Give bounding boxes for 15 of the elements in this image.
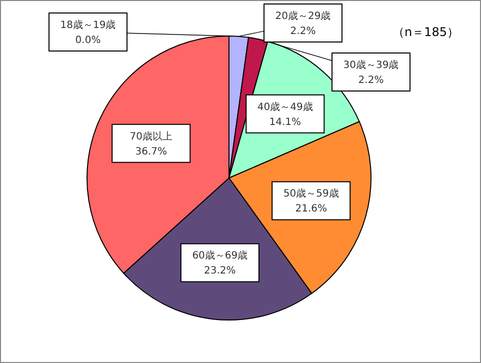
text: （n＝185） [392, 25, 459, 39]
data-label: 21.6% [295, 204, 327, 215]
slice-label: 30歳～39歳 [343, 59, 399, 71]
data-label: 36.7% [135, 146, 168, 158]
slice-label: 20歳～29歳 [275, 10, 331, 22]
slice-label: 50歳～59歳 [283, 188, 339, 200]
slice-label: 60歳～69歳 [192, 250, 248, 262]
text: 0.0% [75, 35, 101, 46]
data-label: 23.2% [204, 266, 236, 277]
data-label: 14.1% [269, 116, 302, 128]
slice-label: 70歳以上 [130, 130, 172, 142]
category-label: 18歳～19歳 [60, 20, 116, 31]
data-label: 2.2% [358, 75, 384, 86]
data-label: 2.2% [290, 26, 316, 37]
slice-label: 40歳～49歳 [257, 100, 313, 113]
